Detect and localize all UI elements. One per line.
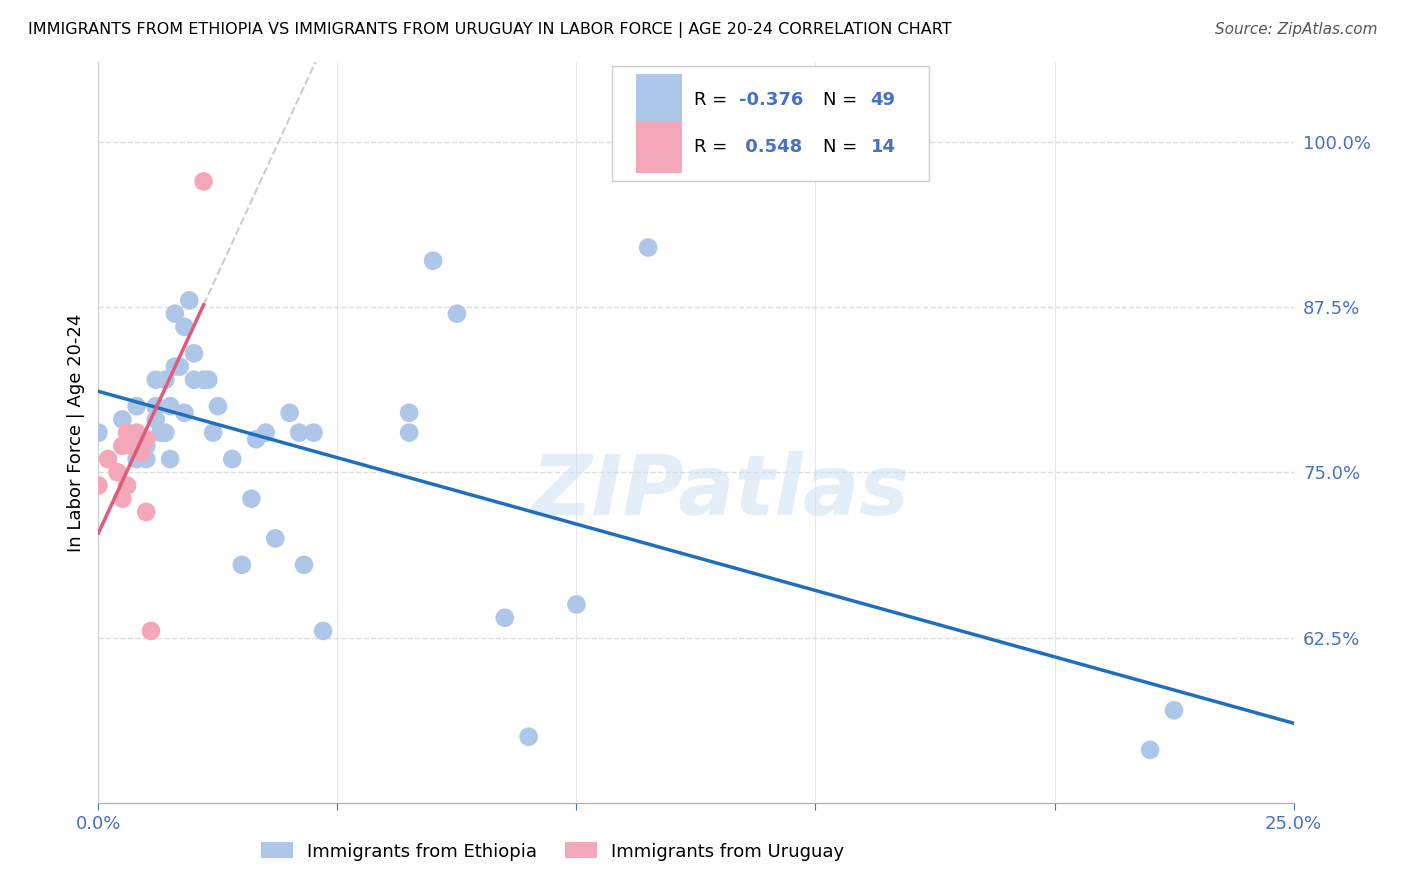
Point [245, 432, 267, 446]
Point [115, 478, 138, 492]
Point [111, 412, 134, 426]
Point [115, 425, 138, 440]
Point [135, 432, 157, 446]
Point [1163, 703, 1185, 717]
Point [179, 293, 201, 308]
Point [155, 425, 177, 440]
FancyBboxPatch shape [613, 66, 929, 181]
Point [173, 319, 195, 334]
Point [197, 373, 219, 387]
Point [139, 624, 162, 638]
Point [302, 425, 325, 440]
Point [135, 505, 157, 519]
Point [183, 346, 205, 360]
Bar [637, 121, 682, 173]
Point [494, 611, 516, 625]
Point [121, 439, 143, 453]
Point [145, 373, 167, 387]
Text: R =: R = [693, 91, 733, 109]
Point [163, 307, 186, 321]
Point [97, 452, 120, 467]
Bar [637, 74, 682, 126]
Point [288, 425, 311, 440]
Point [125, 425, 148, 440]
Point [159, 399, 181, 413]
Point [565, 598, 588, 612]
Legend: Immigrants from Ethiopia, Immigrants from Uruguay: Immigrants from Ethiopia, Immigrants fro… [253, 835, 852, 868]
Text: 14: 14 [870, 138, 896, 156]
Point [312, 624, 335, 638]
Point [135, 452, 157, 467]
Point [159, 452, 181, 467]
Point [173, 406, 195, 420]
Point [398, 406, 420, 420]
Text: N =: N = [823, 91, 863, 109]
Point [125, 452, 148, 467]
Point [398, 425, 420, 440]
Text: N =: N = [823, 138, 863, 156]
Point [163, 359, 186, 374]
Point [254, 425, 277, 440]
Text: IMMIGRANTS FROM ETHIOPIA VS IMMIGRANTS FROM URUGUAY IN LABOR FORCE | AGE 20-24 C: IMMIGRANTS FROM ETHIOPIA VS IMMIGRANTS F… [28, 22, 952, 38]
Point [446, 307, 468, 321]
Point [111, 491, 134, 506]
Text: 49: 49 [870, 91, 896, 109]
Point [183, 373, 205, 387]
Point [169, 359, 191, 374]
Point [131, 445, 153, 459]
Point [107, 465, 129, 479]
Point [87, 478, 110, 492]
Point [149, 425, 172, 440]
Text: -0.376: -0.376 [740, 91, 803, 109]
Point [637, 240, 659, 255]
Point [155, 373, 177, 387]
Point [292, 558, 315, 572]
Point [278, 406, 301, 420]
Point [193, 373, 215, 387]
Point [264, 532, 287, 546]
Text: R =: R = [693, 138, 733, 156]
Point [221, 452, 243, 467]
Point [135, 439, 157, 453]
Point [240, 491, 263, 506]
Point [207, 399, 229, 413]
Text: Source: ZipAtlas.com: Source: ZipAtlas.com [1215, 22, 1378, 37]
Point [131, 439, 153, 453]
Point [193, 174, 215, 188]
Text: ZIPatlas: ZIPatlas [531, 451, 908, 533]
Point [135, 432, 157, 446]
Point [111, 439, 134, 453]
Point [517, 730, 540, 744]
Point [125, 399, 148, 413]
Point [87, 425, 110, 440]
Point [145, 412, 167, 426]
Point [422, 253, 444, 268]
Text: 0.548: 0.548 [740, 138, 803, 156]
Point [202, 425, 225, 440]
Point [145, 399, 167, 413]
Point [231, 558, 253, 572]
Point [1139, 743, 1161, 757]
Y-axis label: In Labor Force | Age 20-24: In Labor Force | Age 20-24 [66, 313, 84, 552]
